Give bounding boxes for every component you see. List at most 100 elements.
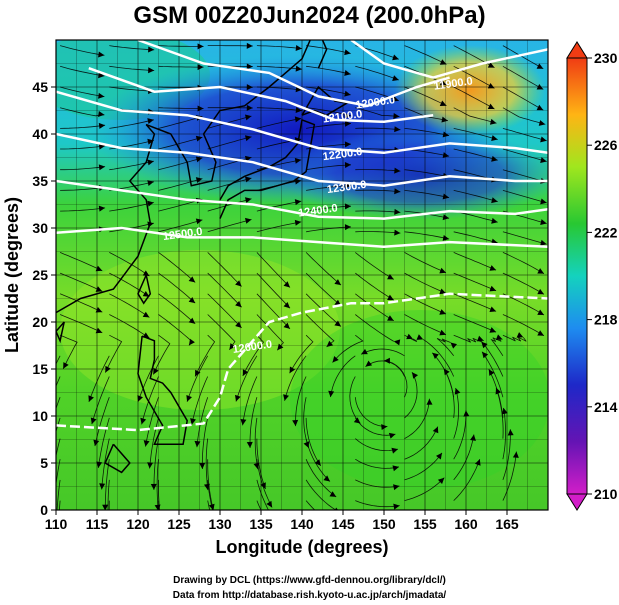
x-tick-label: 115 bbox=[86, 516, 109, 532]
streamline bbox=[355, 438, 399, 452]
stream-arrow bbox=[197, 105, 204, 112]
streamline bbox=[502, 86, 544, 111]
streamline bbox=[355, 86, 399, 102]
stream-arrow bbox=[197, 43, 204, 50]
streamline bbox=[502, 148, 547, 162]
streamline bbox=[305, 500, 316, 510]
streamline bbox=[158, 157, 203, 171]
streamline bbox=[502, 314, 545, 337]
streamline bbox=[158, 293, 196, 324]
stream-arrow bbox=[344, 112, 351, 119]
streamline bbox=[502, 45, 544, 70]
y-tick-label: 40 bbox=[32, 126, 48, 142]
contour-line bbox=[137, 40, 450, 108]
stream-arrow bbox=[537, 268, 544, 274]
streamline bbox=[109, 86, 155, 92]
stream-arrow bbox=[393, 484, 400, 491]
stream-arrow bbox=[489, 118, 497, 125]
streamline bbox=[306, 164, 352, 171]
streamline bbox=[349, 376, 361, 424]
streamline bbox=[201, 417, 209, 470]
streamline bbox=[207, 252, 242, 287]
streamline bbox=[158, 136, 203, 150]
streamline bbox=[436, 338, 455, 357]
streamline bbox=[453, 45, 495, 68]
stream-arrow bbox=[391, 447, 398, 454]
stream-arrow bbox=[392, 465, 399, 472]
stream-arrow bbox=[436, 452, 442, 460]
stream-arrow bbox=[148, 46, 155, 53]
streamline bbox=[156, 459, 159, 510]
stream-arrow bbox=[344, 49, 351, 56]
stream-arrow bbox=[208, 503, 215, 510]
stream-arrow bbox=[516, 332, 524, 338]
streamline bbox=[453, 190, 498, 202]
stream-arrow bbox=[142, 311, 150, 318]
stream-arrow bbox=[244, 197, 252, 204]
streamline bbox=[360, 348, 405, 357]
contour-label: 12000.0 bbox=[355, 94, 396, 111]
stream-arrow bbox=[394, 208, 401, 215]
stream-arrow bbox=[481, 341, 488, 349]
stream-arrow bbox=[42, 439, 49, 446]
streamline bbox=[59, 314, 103, 334]
stream-arrow bbox=[489, 327, 497, 333]
streamline bbox=[191, 376, 209, 425]
streamline bbox=[355, 148, 401, 151]
streamline bbox=[305, 314, 335, 348]
streamline bbox=[256, 252, 291, 288]
stream-arrow bbox=[277, 343, 284, 351]
stream-arrow bbox=[242, 369, 249, 376]
streamline bbox=[453, 314, 497, 333]
stream-arrow bbox=[194, 440, 201, 448]
streamline bbox=[207, 500, 211, 510]
stream-arrow bbox=[393, 112, 400, 119]
y-tick-label: 10 bbox=[32, 408, 48, 424]
colorbar-min-arrow bbox=[566, 493, 588, 511]
streamline bbox=[481, 351, 504, 398]
stream-arrow bbox=[437, 477, 445, 485]
stream-arrow bbox=[266, 500, 273, 508]
streamline bbox=[453, 252, 497, 271]
contour-line bbox=[56, 226, 548, 249]
streamline bbox=[149, 417, 159, 469]
streamline bbox=[502, 293, 545, 316]
streamline bbox=[97, 417, 110, 468]
y-tick-label: 30 bbox=[32, 220, 48, 236]
streamline bbox=[60, 207, 106, 212]
streamline bbox=[235, 355, 258, 402]
streamline bbox=[145, 397, 159, 447]
streamline bbox=[404, 398, 430, 439]
contour-label: 12600.0 bbox=[232, 339, 273, 356]
colorbar-tick-label: 210 bbox=[594, 486, 618, 502]
stream-arrow bbox=[489, 306, 497, 313]
streamline bbox=[354, 397, 388, 427]
stream-arrow bbox=[406, 333, 413, 340]
contour-label: 12100.0 bbox=[322, 108, 363, 125]
x-tick-label: 145 bbox=[331, 516, 355, 532]
x-tick-label: 120 bbox=[126, 516, 150, 532]
streamline bbox=[453, 272, 497, 292]
stream-arrow bbox=[326, 340, 334, 347]
stream-arrow bbox=[344, 203, 351, 210]
stream-arrow bbox=[365, 360, 373, 367]
streamline bbox=[256, 107, 302, 111]
streamline bbox=[355, 127, 401, 131]
streamline bbox=[207, 115, 252, 129]
streamline bbox=[284, 355, 307, 401]
stream-arrow bbox=[353, 417, 361, 424]
stream-arrow bbox=[292, 419, 299, 427]
streamline bbox=[158, 107, 204, 109]
stream-arrow bbox=[246, 63, 253, 70]
stream-arrow bbox=[260, 482, 266, 489]
stream-arrow bbox=[102, 504, 109, 510]
streamline bbox=[355, 272, 395, 301]
stream-arrow bbox=[495, 387, 502, 395]
y-tick-label: 45 bbox=[32, 79, 48, 95]
stream-arrow bbox=[442, 131, 450, 138]
streamline bbox=[59, 293, 103, 313]
stream-arrow bbox=[294, 199, 302, 206]
stream-arrow bbox=[443, 368, 450, 376]
streamline bbox=[158, 178, 203, 191]
